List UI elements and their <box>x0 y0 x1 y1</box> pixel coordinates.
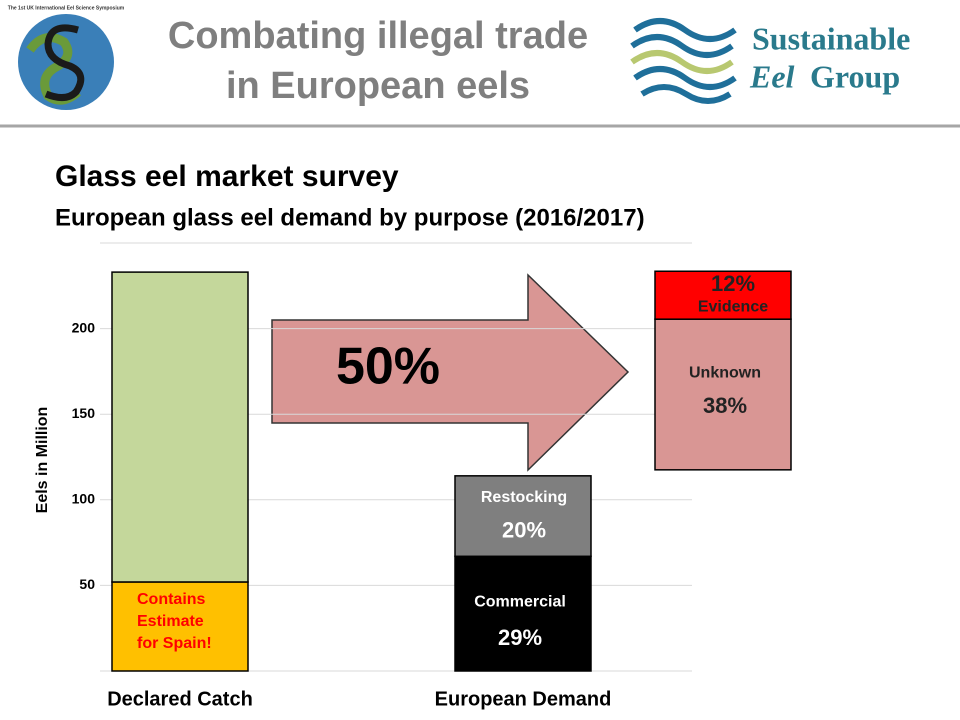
segment-label: Estimate <box>137 613 204 630</box>
segment-label: for Spain! <box>137 635 212 652</box>
wave <box>630 50 734 74</box>
y-tick-label: 150 <box>72 405 96 421</box>
chart-subtitle: European glass eel demand by purpose (20… <box>55 204 645 231</box>
seg-logo <box>630 18 737 104</box>
chart-title: Glass eel market survey <box>55 160 399 193</box>
logo-text: Sustainable <box>752 20 910 56</box>
segment-label: 38% <box>703 393 747 418</box>
segment-label: Restocking <box>481 489 567 506</box>
wave <box>630 34 734 58</box>
wave <box>633 66 737 90</box>
logo-text: Group <box>810 58 900 94</box>
bar-segment <box>454 555 592 672</box>
header-title: Combating illegal trade <box>168 15 588 57</box>
y-tick-label: 100 <box>72 491 96 507</box>
x-tick-label: European Demand <box>435 688 612 710</box>
segment-label: Unknown <box>689 364 761 381</box>
badge-logo: The 1st UK International Eel Science Sym… <box>8 5 125 110</box>
y-axis-label: Eels in Million <box>34 407 51 514</box>
bar-segment <box>654 318 792 471</box>
logo-text: Eel <box>749 58 795 94</box>
annotation: 50% <box>336 338 440 396</box>
segment-label: 20% <box>502 518 546 543</box>
segment-label: 29% <box>498 625 542 650</box>
wave <box>633 18 737 42</box>
x-tick-label: Declared Catch <box>107 688 253 710</box>
wave <box>640 84 732 104</box>
bar-segment <box>454 475 592 558</box>
segment-label: Contains <box>137 591 206 608</box>
eel-s <box>44 24 85 101</box>
bar-segment <box>654 270 792 320</box>
bar-segment <box>111 581 249 672</box>
y-tick-label: 200 <box>72 319 96 335</box>
arrow <box>271 273 630 472</box>
header-title: in European eels <box>226 65 530 107</box>
segment-label: Commercial <box>474 594 566 611</box>
bar-segment <box>111 271 249 583</box>
segment-label: 12% <box>711 271 755 296</box>
badge-text: The 1st UK International Eel Science Sym… <box>8 5 125 11</box>
y-tick-label: 50 <box>79 576 95 592</box>
segment-label: Evidence <box>698 298 768 315</box>
